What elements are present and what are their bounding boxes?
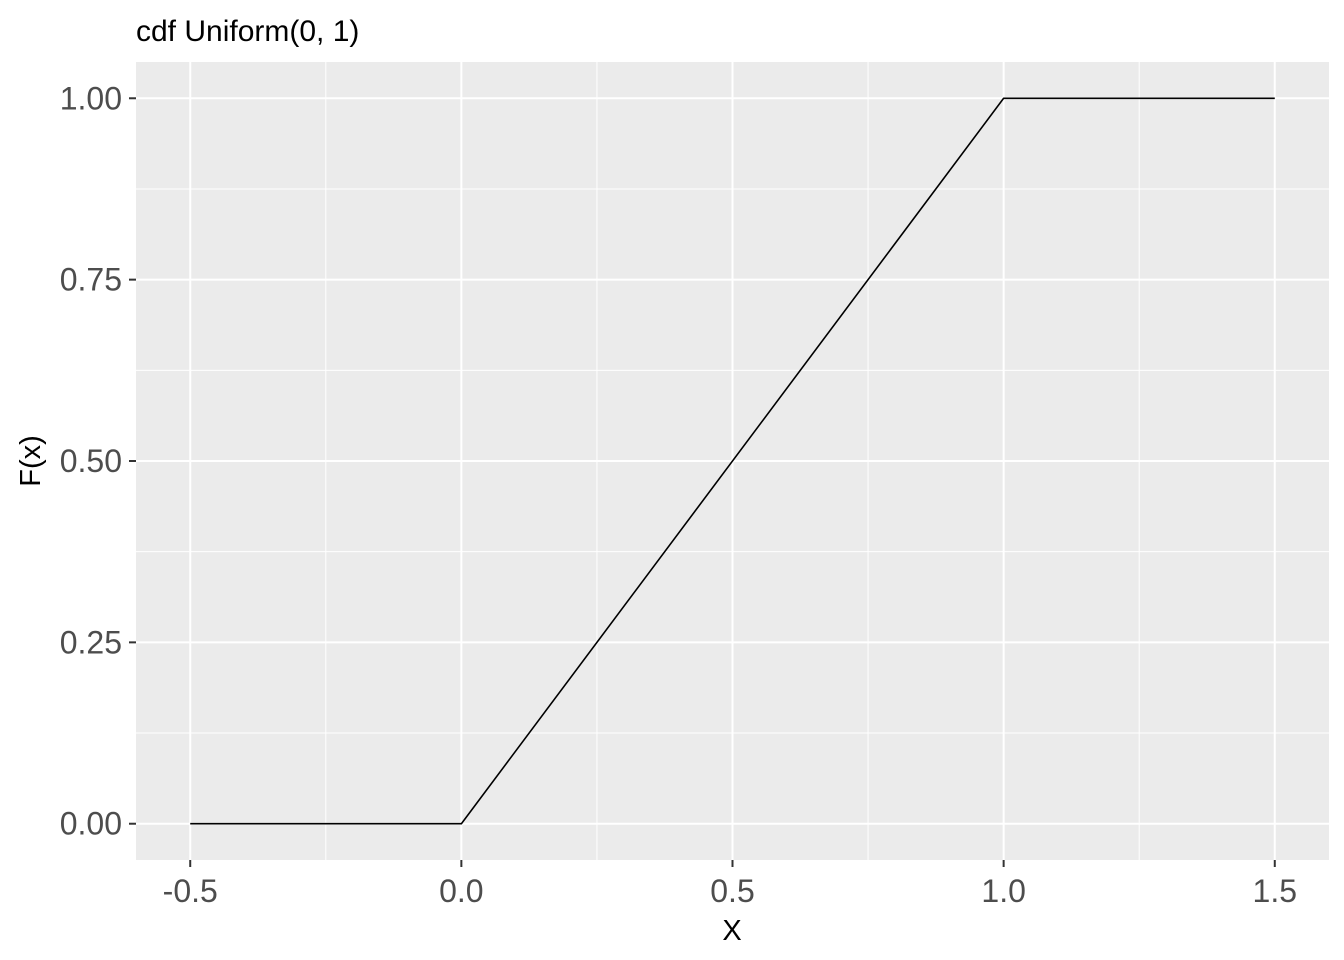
y-axis: 0.00 0.25 0.50 0.75 1.00 [60,80,136,842]
y-axis-title: F(x) [15,435,47,487]
x-axis-title: X [722,915,741,947]
x-tick-label: 1.5 [1253,873,1297,909]
y-tick-label: 1.00 [60,80,122,116]
series-line-0 [190,97,1275,825]
y-tick-label: 0.75 [60,262,122,298]
chart-title: cdf Uniform(0, 1) [136,15,359,48]
series-layer [190,97,1275,825]
y-tick-label: 0.50 [60,443,122,479]
x-tick-label: 0.0 [439,873,483,909]
x-axis: -0.5 0.0 0.5 1.0 1.5 [163,860,1297,909]
x-tick-label: 0.5 [710,873,754,909]
y-tick-label: 0.00 [60,806,122,842]
y-tick-label: 0.25 [60,624,122,660]
x-tick-label: 1.0 [981,873,1025,909]
x-tick-label: -0.5 [163,873,218,909]
